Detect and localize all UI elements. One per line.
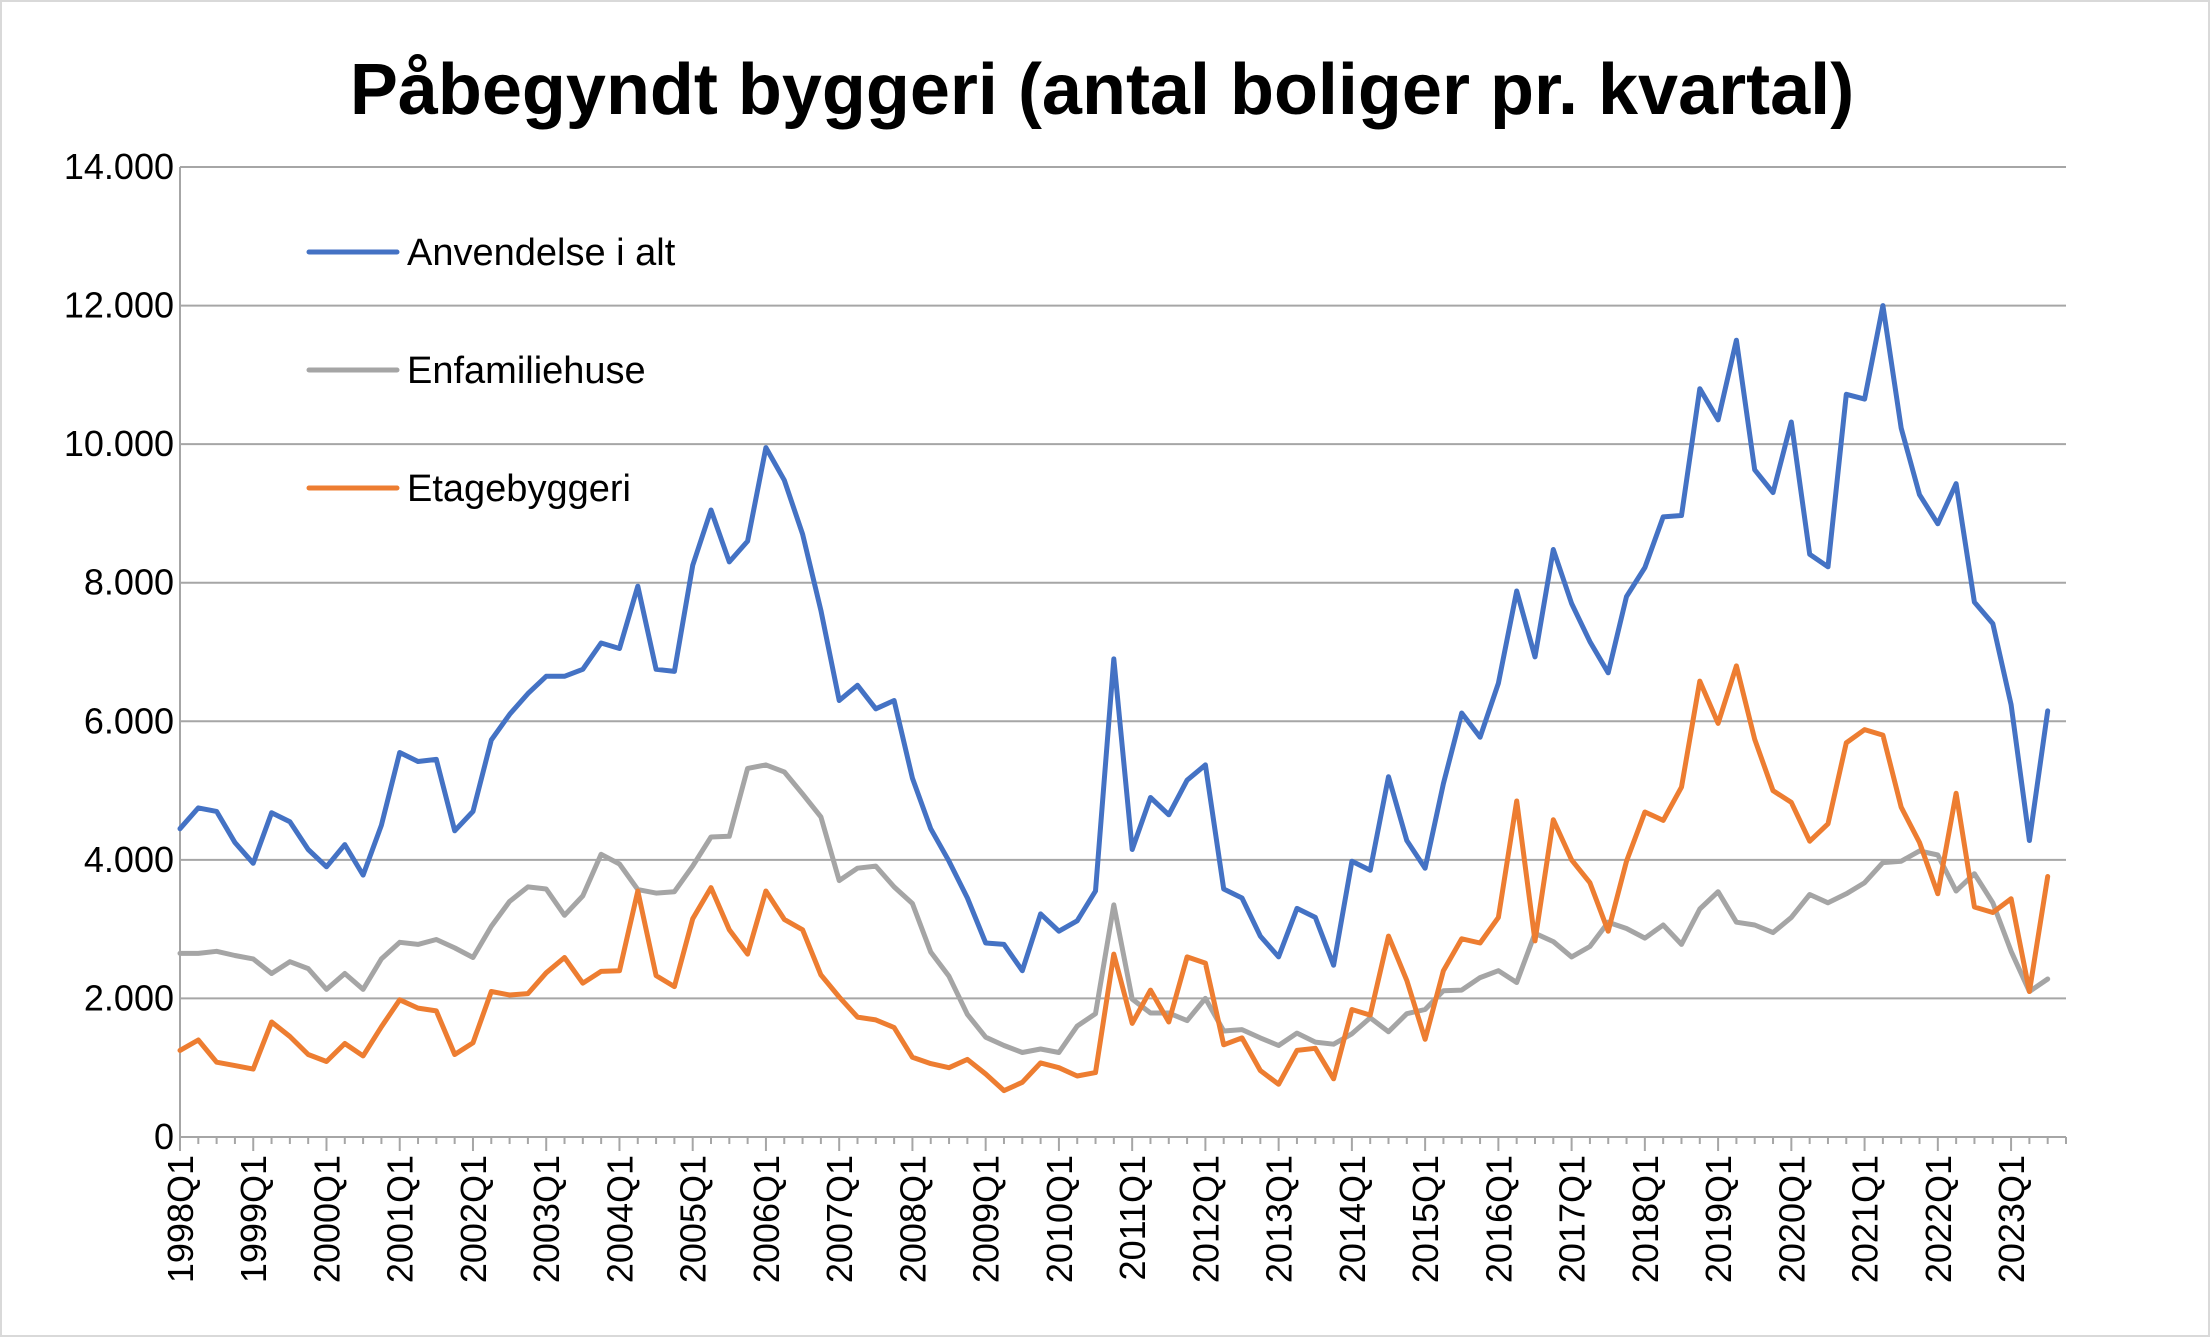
y-tick-label: 6.000 <box>84 700 174 741</box>
x-tick-label: 2000Q1 <box>306 1155 347 1283</box>
x-tick-label: 2011Q1 <box>1112 1155 1153 1280</box>
x-tick-label: 2018Q1 <box>1625 1155 1666 1283</box>
y-tick-label: 2.000 <box>84 977 174 1018</box>
x-tick-label: 2003Q1 <box>526 1155 567 1283</box>
x-tick-label: 2014Q1 <box>1332 1155 1373 1283</box>
y-tick-label: 4.000 <box>84 839 174 880</box>
legend: Anvendelse i alt Enfamiliehuse Etagebygger… <box>306 232 676 510</box>
x-tick-label: 1998Q1 <box>160 1155 201 1283</box>
series-line-1 <box>177 762 2051 1055</box>
x-tick-label: 2007Q1 <box>819 1155 860 1283</box>
axes <box>179 167 2067 1151</box>
series-lines <box>177 303 2051 1094</box>
y-axis-ticks: 0 2.000 4.000 6.000 8.000 10.000 12.000 14.000 <box>64 146 174 1157</box>
x-tick-label: 2021Q1 <box>1845 1155 1886 1283</box>
x-tick-label: 2004Q1 <box>599 1155 640 1283</box>
x-tick-label: 2022Q1 <box>1918 1155 1959 1283</box>
x-tick-label: 1999Q1 <box>233 1155 274 1283</box>
gridlines <box>180 166 2066 1000</box>
chart-title: Påbegyndt byggeri (antal boliger pr. kva… <box>350 50 1854 130</box>
y-tick-label: 12.000 <box>64 285 174 326</box>
series-line-0 <box>177 303 2051 974</box>
x-axis-ticks: 1998Q1 1999Q1 2000Q1 2001Q1 2002Q1 2003Q1 2004… <box>160 1155 2032 1283</box>
x-tick-label: 2019Q1 <box>1698 1155 1739 1283</box>
x-tick-label: 2015Q1 <box>1405 1155 1446 1283</box>
x-tick-label: 2017Q1 <box>1552 1155 1593 1283</box>
series-line-2 <box>177 663 2051 1094</box>
x-tick-label: 2001Q1 <box>380 1155 421 1283</box>
y-tick-label: 10.000 <box>64 423 174 464</box>
x-tick-label: 2006Q1 <box>746 1155 787 1283</box>
y-tick-label: 8.000 <box>84 562 174 603</box>
y-tick-label: 14.000 <box>64 146 174 187</box>
x-tick-label: 2020Q1 <box>1771 1155 1812 1283</box>
x-tick-label: 2012Q1 <box>1185 1155 1226 1283</box>
x-tick-label: 2008Q1 <box>892 1155 933 1283</box>
x-tick-label: 2005Q1 <box>673 1155 714 1283</box>
legend-label: Enfamiliehuse <box>407 350 646 392</box>
y-tick-label: 0 <box>154 1116 174 1157</box>
x-tick-label: 2009Q1 <box>966 1155 1007 1283</box>
x-tick-label: 2010Q1 <box>1039 1155 1080 1283</box>
x-tick-label: 2002Q1 <box>453 1155 494 1283</box>
legend-label: Etagebyggeri <box>407 468 631 510</box>
x-tick-label: 2016Q1 <box>1478 1155 1519 1283</box>
x-tick-label: 2023Q1 <box>1991 1155 2032 1283</box>
legend-label: Anvendelse i alt <box>407 232 676 274</box>
x-tick-label: 2013Q1 <box>1259 1155 1300 1283</box>
